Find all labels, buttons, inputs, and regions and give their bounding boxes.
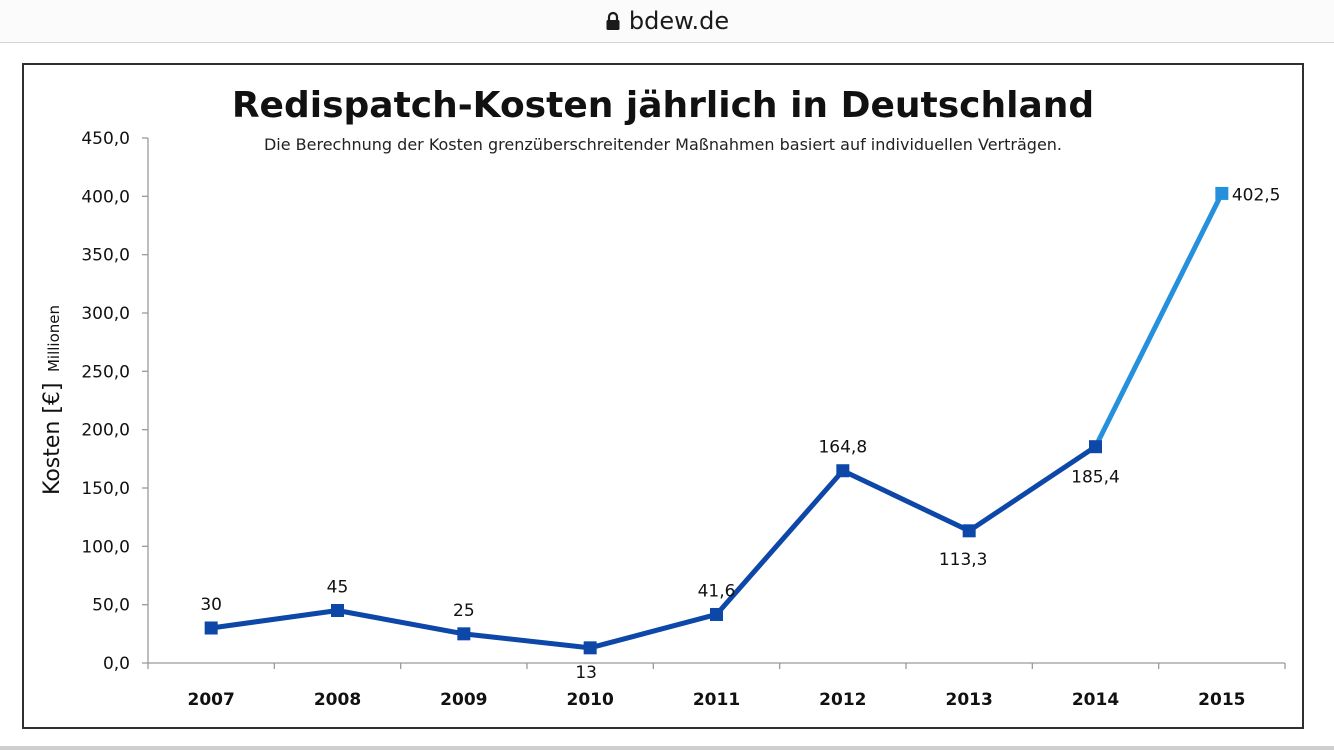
data-point-marker bbox=[836, 464, 850, 478]
data-point-marker bbox=[962, 524, 976, 538]
data-label: 13 bbox=[575, 663, 597, 683]
url-text: bdew.de bbox=[628, 7, 730, 35]
data-point-marker bbox=[1089, 440, 1102, 454]
data-point-marker bbox=[1215, 186, 1229, 200]
x-tick-label: 2014 bbox=[1072, 690, 1119, 710]
data-label: 25 bbox=[453, 601, 475, 621]
x-tick-label: 2010 bbox=[567, 690, 614, 710]
x-tick-label: 2011 bbox=[693, 690, 740, 710]
bottom-divider bbox=[0, 746, 1334, 750]
y-tick-label: 200,0 bbox=[81, 421, 130, 441]
x-tick-label: 2008 bbox=[314, 690, 361, 710]
axes: 0,0 50,0 100,0 150,0 200,0 250,0 300,0 350,0 400… bbox=[81, 129, 1286, 710]
x-tick-label: 2013 bbox=[946, 690, 993, 710]
y-tick-label: 50,0 bbox=[92, 596, 130, 616]
svg-text:Kosten [€] Millionen: Kosten [€] Millionen bbox=[40, 305, 65, 495]
y-tick-label: 350,0 bbox=[81, 246, 130, 266]
y-tick-label: 400,0 bbox=[81, 187, 130, 207]
lock-icon bbox=[605, 9, 621, 37]
data-label: 185,4 bbox=[1071, 468, 1120, 488]
data-label: 30 bbox=[200, 595, 222, 615]
chart-frame bbox=[22, 63, 1304, 729]
series-line-segment bbox=[1093, 190, 1225, 450]
x-tick-label: 2009 bbox=[440, 690, 487, 710]
data-point-marker bbox=[204, 621, 218, 635]
y-axis-unit: Millionen bbox=[45, 305, 63, 372]
y-tick-label: 150,0 bbox=[81, 479, 130, 499]
x-tick-label: 2007 bbox=[188, 690, 235, 710]
browser-address-bar[interactable]: bdew.de bbox=[0, 0, 1334, 43]
y-tick-label: 0,0 bbox=[103, 654, 130, 674]
y-tick-label: 450,0 bbox=[81, 129, 130, 149]
x-tick-label: 2012 bbox=[819, 690, 866, 710]
series-line-segment bbox=[335, 608, 467, 637]
data-point-marker bbox=[457, 627, 471, 641]
data-label: 45 bbox=[327, 578, 349, 598]
url-display[interactable]: bdew.de bbox=[0, 7, 1334, 37]
y-tick-label: 100,0 bbox=[81, 537, 130, 557]
data-label: 113,3 bbox=[939, 550, 988, 570]
series-line-segment bbox=[966, 444, 1098, 534]
data-point-marker bbox=[710, 607, 723, 621]
series-line-segment bbox=[714, 468, 846, 617]
chart-subtitle: Die Berechnung der Kosten grenzüberschre… bbox=[264, 135, 1062, 154]
data-point-marker bbox=[583, 641, 597, 655]
data-label: 402,5 bbox=[1232, 185, 1281, 205]
series-line-segment bbox=[587, 611, 719, 651]
data-label: 164,8 bbox=[818, 438, 867, 458]
series-line-segment bbox=[840, 468, 972, 534]
data-point-marker bbox=[331, 604, 344, 617]
chart-title: Redispatch-Kosten jährlich in Deutschlan… bbox=[232, 85, 1094, 126]
x-tick-label: 2015 bbox=[1198, 690, 1245, 710]
data-label: 41,6 bbox=[698, 581, 736, 601]
series-line-segment bbox=[461, 631, 593, 651]
y-tick-label: 300,0 bbox=[81, 304, 130, 324]
y-axis-label: Kosten [€] bbox=[40, 382, 65, 495]
series-line-segment bbox=[208, 608, 340, 631]
series-group: 30 45 25 13 41,6 164,8 113,3 185,4 402,5 bbox=[200, 185, 1280, 682]
y-axis-title: Kosten [€] Millionen bbox=[40, 305, 65, 495]
y-tick-label: 250,0 bbox=[81, 362, 130, 382]
